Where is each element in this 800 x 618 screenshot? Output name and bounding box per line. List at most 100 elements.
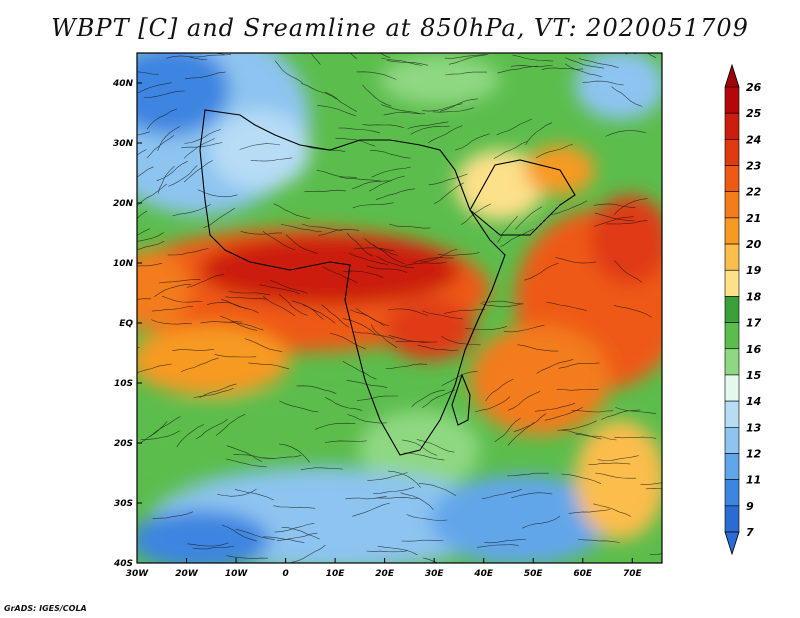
colorbar-swatch: [724, 217, 740, 245]
streamline: [223, 321, 264, 331]
coastlines: [199, 109, 576, 456]
streamline: [515, 206, 543, 230]
streamline: [181, 357, 219, 372]
streamline: [244, 338, 283, 352]
streamline: [158, 279, 201, 284]
streamline: [207, 302, 247, 310]
streamline: [239, 143, 281, 150]
streamline: [146, 108, 178, 130]
streamline: [167, 248, 209, 256]
colorbar-swatch: [724, 479, 740, 507]
streamline: [330, 332, 366, 350]
colorbar-bottom-arrow: [724, 531, 740, 556]
streamline: [371, 324, 398, 348]
streamline: [273, 505, 316, 509]
streamline: [137, 240, 165, 251]
colorbar-label: 15: [746, 369, 762, 382]
plot-frame: [136, 52, 663, 564]
streamline: [524, 262, 559, 281]
streamline: [556, 389, 599, 391]
streamline: [381, 57, 422, 66]
streamline: [511, 492, 553, 499]
streamline: [300, 467, 343, 470]
streamline: [350, 53, 357, 60]
streamline: [496, 118, 533, 136]
streamline: [345, 496, 387, 500]
streamline: [285, 234, 318, 254]
streamline: [273, 203, 310, 219]
colorbar-label: 25: [746, 107, 762, 120]
streamline: [367, 472, 408, 481]
streamline: [485, 378, 514, 402]
colorbar-swatch: [724, 374, 740, 402]
streamline: [544, 407, 583, 421]
streamline: [240, 231, 283, 235]
streamline: [322, 266, 358, 284]
streamline: [615, 407, 657, 415]
streamline: [137, 232, 164, 242]
colorbar-label: 14: [746, 395, 761, 408]
streamline: [187, 542, 229, 547]
streamline: [437, 252, 480, 256]
streamline: [316, 170, 357, 178]
streamline: [226, 555, 269, 559]
x-tick-label: 20E: [375, 569, 395, 579]
axis-ticks: 30W 20W 10W 0 10E 20E 30E 40E 50E 60E 70E 40N 30N 20N…: [112, 79, 643, 579]
x-tick-label: 50E: [524, 569, 544, 579]
streamline: [262, 230, 296, 251]
x-tick-label: 70E: [623, 569, 643, 579]
streamline: [420, 248, 458, 263]
streamline: [156, 161, 188, 182]
streamline: [482, 488, 522, 499]
streamline: [605, 130, 646, 137]
streamline: [279, 400, 319, 413]
streamline: [645, 487, 662, 490]
streamline: [416, 439, 455, 453]
streamline: [646, 53, 656, 58]
streamline: [507, 472, 549, 477]
streamline: [611, 86, 643, 107]
map-title: WBPT [C] and Sreamline at 850hPa, VT: 20…: [51, 14, 749, 42]
streamline: [410, 125, 450, 135]
colorbar-swatch: [724, 165, 740, 193]
streamline: [482, 300, 524, 305]
streamline: [304, 189, 347, 193]
streamline: [186, 274, 225, 288]
streamline: [594, 216, 634, 227]
streamline: [317, 105, 357, 117]
streamlines: [137, 53, 662, 563]
streamline: [494, 418, 521, 442]
colorbar-swatch: [724, 86, 740, 114]
streamline: [325, 91, 358, 112]
streamline: [465, 326, 507, 330]
streamline: [296, 385, 337, 394]
streamline: [497, 215, 518, 243]
streamline: [338, 127, 380, 134]
streamline: [388, 335, 430, 343]
streamline: [346, 232, 374, 257]
streamline: [221, 524, 257, 542]
streamline: [137, 71, 159, 75]
streamline: [200, 321, 243, 324]
streamline: [623, 53, 628, 55]
x-tick-label: 20W: [175, 569, 199, 579]
streamline: [422, 310, 463, 320]
colorbar-swatch: [724, 426, 740, 454]
y-tick-label: EQ: [119, 319, 133, 329]
streamline: [597, 455, 639, 461]
colorbar-label: 22: [746, 186, 762, 199]
streamline: [342, 361, 377, 380]
colorbar-top-arrow: [724, 63, 740, 88]
streamline: [351, 180, 392, 190]
streamline: [534, 403, 576, 412]
streamline: [500, 228, 534, 248]
streamline: [368, 175, 405, 192]
streamline: [235, 528, 275, 540]
streamline: [366, 265, 408, 273]
colorbar-swatch: [724, 453, 740, 480]
y-tick-label: 40N: [112, 79, 134, 89]
streamline: [535, 143, 574, 159]
colorbar-label: 21: [746, 212, 761, 225]
streamline: [571, 410, 614, 413]
